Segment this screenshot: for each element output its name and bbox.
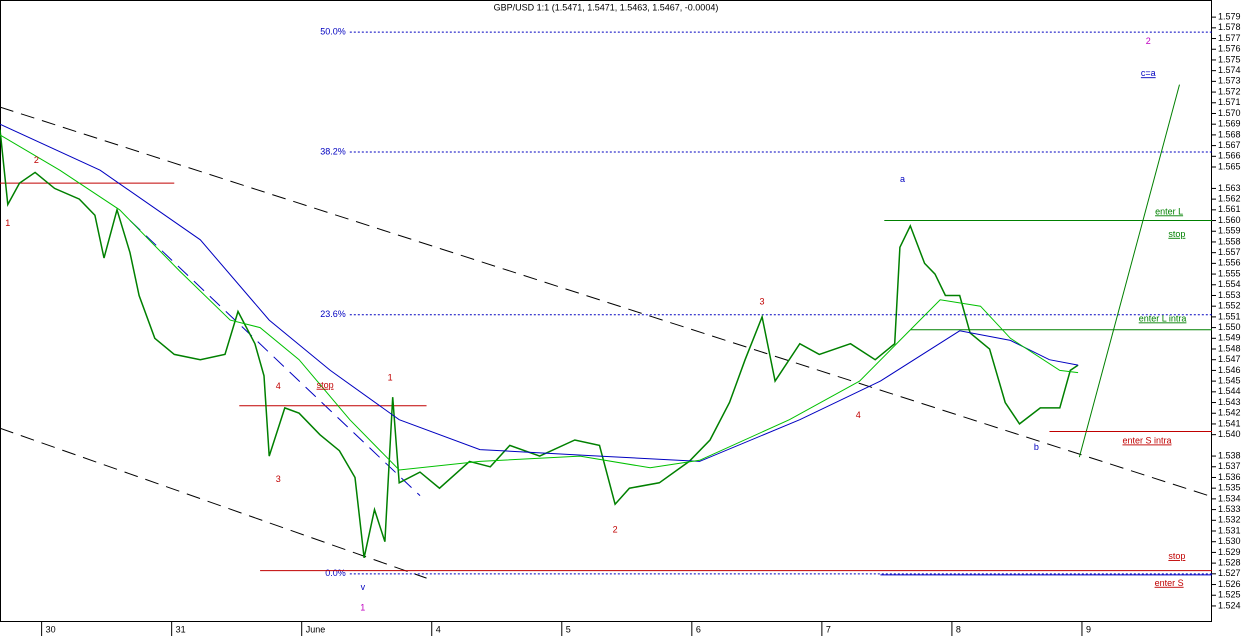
y-tick-label: 1.535 [1218, 483, 1241, 493]
plot-frame [0, 0, 1212, 622]
trend-line [0, 106, 1213, 498]
y-tick-label: 1.565 [1218, 161, 1241, 171]
annotation: enter S [1155, 578, 1184, 588]
y-tick-label: 1.566 [1218, 151, 1241, 161]
annotation: enter S intra [1122, 435, 1171, 445]
y-tick-label: 1.528 [1218, 557, 1241, 567]
annotation: 4 [276, 381, 281, 391]
chart-title: GBP/USD 1:1 (1.5471, 1.5471, 1.5463, 1.5… [494, 2, 719, 12]
trend-line [129, 220, 421, 497]
x-tick-label: 31 [176, 624, 186, 634]
annotation: 2 [613, 524, 618, 534]
y-tick-label: 1.576 [1218, 44, 1241, 54]
x-tick-label: 6 [696, 624, 701, 634]
y-tick-label: 1.558 [1218, 236, 1241, 246]
y-tick-label: 1.529 [1218, 547, 1241, 557]
y-tick-label: 1.527 [1218, 568, 1241, 578]
x-tick-label: 8 [956, 624, 961, 634]
x-tick-label: June [306, 624, 326, 634]
y-tick-label: 1.562 [1218, 194, 1241, 204]
annotation: enter L intra [1139, 313, 1187, 323]
y-tick-label: 1.573 [1218, 76, 1241, 86]
y-tick-label: 1.554 [1218, 279, 1241, 289]
y-tick-label: 1.574 [1218, 65, 1241, 75]
y-tick-label: 1.524 [1218, 600, 1241, 610]
y-tick-label: 1.547 [1218, 354, 1241, 364]
y-tick-label: 1.570 [1218, 108, 1241, 118]
annotation: v [361, 582, 366, 592]
annotation: 1 [388, 372, 393, 382]
fib-label: 23.6% [320, 309, 346, 319]
annotation: 3 [760, 296, 765, 306]
annotation: stop [1168, 551, 1185, 561]
y-tick-label: 1.545 [1218, 375, 1241, 385]
y-tick-label: 1.543 [1218, 397, 1241, 407]
annotation: 1 [360, 602, 365, 612]
annotation: 2 [1146, 36, 1151, 46]
x-tick-label: 9 [1086, 624, 1091, 634]
y-tick-label: 1.571 [1218, 97, 1241, 107]
y-tick-label: 1.525 [1218, 590, 1241, 600]
y-tick-label: 1.552 [1218, 301, 1241, 311]
y-tick-label: 1.579 [1218, 12, 1241, 22]
x-tick-label: 5 [566, 624, 571, 634]
y-tick-label: 1.546 [1218, 365, 1241, 375]
y-tick-label: 1.542 [1218, 408, 1241, 418]
price-line [0, 134, 1079, 471]
y-tick-label: 1.567 [1218, 140, 1241, 150]
y-tick-label: 1.531 [1218, 525, 1241, 535]
y-tick-label: 1.544 [1218, 386, 1241, 396]
y-tick-label: 1.557 [1218, 247, 1241, 257]
y-tick-label: 1.575 [1218, 54, 1241, 64]
y-tick-label: 1.555 [1218, 268, 1241, 278]
annotation: stop [1168, 229, 1185, 239]
fib-label: 0.0% [325, 568, 346, 578]
y-tick-label: 1.572 [1218, 86, 1241, 96]
fib-label: 38.2% [320, 146, 346, 156]
x-tick-label: 4 [436, 624, 441, 634]
y-tick-label: 1.540 [1218, 429, 1241, 439]
price-line [0, 129, 1079, 558]
y-tick-label: 1.526 [1218, 579, 1241, 589]
fib-label: 50.0% [320, 26, 346, 36]
trend-line [1078, 84, 1180, 458]
annotation: 3 [276, 474, 281, 484]
y-tick-label: 1.549 [1218, 333, 1241, 343]
y-tick-label: 1.560 [1218, 215, 1241, 225]
y-tick-label: 1.563 [1218, 183, 1241, 193]
annotation: 2 [34, 155, 39, 165]
annotation: 4 [856, 410, 861, 420]
y-tick-label: 1.550 [1218, 322, 1241, 332]
y-tick-label: 1.532 [1218, 515, 1241, 525]
annotation: a [900, 174, 905, 184]
y-tick-label: 1.537 [1218, 461, 1241, 471]
y-tick-label: 1.577 [1218, 33, 1241, 43]
trend-line [0, 427, 427, 579]
annotation: b [1034, 442, 1039, 452]
annotation: c=a [1141, 68, 1156, 78]
price-line [0, 123, 1079, 462]
annotation: enter L [1155, 206, 1183, 216]
y-tick-label: 1.561 [1218, 204, 1241, 214]
y-tick-label: 1.559 [1218, 226, 1241, 236]
annotation: stop [317, 380, 334, 390]
y-tick-label: 1.569 [1218, 119, 1241, 129]
y-tick-label: 1.541 [1218, 418, 1241, 428]
y-tick-label: 1.578 [1218, 22, 1241, 32]
y-tick-label: 1.534 [1218, 493, 1241, 503]
y-tick-label: 1.530 [1218, 536, 1241, 546]
y-tick-label: 1.538 [1218, 450, 1241, 460]
y-tick-label: 1.568 [1218, 129, 1241, 139]
y-tick-label: 1.533 [1218, 504, 1241, 514]
annotation: 1 [5, 218, 10, 228]
y-tick-label: 1.553 [1218, 290, 1241, 300]
x-tick-label: 30 [46, 624, 56, 634]
y-tick-label: 1.551 [1218, 311, 1241, 321]
y-tick-label: 1.536 [1218, 472, 1241, 482]
x-tick-label: 7 [826, 624, 831, 634]
y-tick-label: 1.556 [1218, 258, 1241, 268]
y-tick-label: 1.548 [1218, 343, 1241, 353]
